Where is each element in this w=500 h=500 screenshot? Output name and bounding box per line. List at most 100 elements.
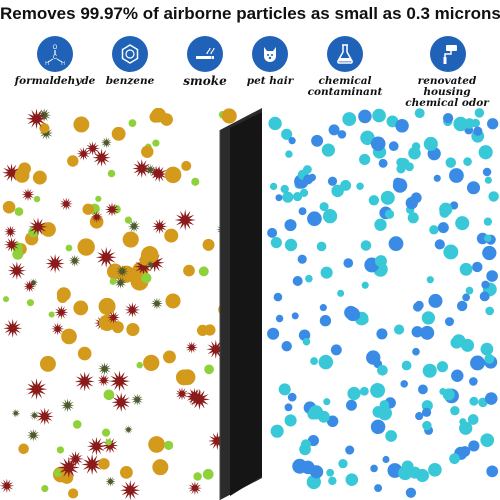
bacteria-particle — [0, 478, 15, 493]
mold-particle — [98, 362, 112, 376]
clean-air-particle — [478, 145, 493, 160]
clean-air-particle — [284, 238, 298, 252]
clean-air-particle — [375, 255, 387, 268]
clean-air-particle — [360, 130, 375, 145]
clean-air-particle — [345, 473, 359, 486]
clean-air-particle — [483, 217, 492, 226]
mold-particle — [11, 408, 21, 418]
clean-air-particle — [378, 158, 388, 168]
bacteria-particle — [59, 197, 73, 211]
pollen-particle — [128, 119, 137, 128]
clean-air-particle — [338, 459, 348, 469]
clean-air-particle — [328, 476, 337, 486]
clean-air-particle — [484, 234, 492, 242]
svg-text:C: C — [53, 55, 58, 61]
clean-air-particle — [433, 174, 441, 182]
clean-air-particle — [414, 108, 425, 119]
filtration-illustration — [0, 108, 499, 500]
bacteria-particle — [187, 481, 202, 496]
clean-air-particle — [284, 403, 293, 412]
clean-air-particle — [340, 179, 352, 191]
clean-air-particle — [306, 474, 321, 490]
chemical-contaminant-item: chemical contaminant — [300, 36, 390, 98]
mold-particle — [100, 137, 112, 149]
pollen-particle — [107, 169, 116, 178]
clean-air-particle — [292, 276, 303, 286]
pollen-particle — [124, 216, 132, 224]
clean-air-particle — [284, 414, 297, 427]
pollen-particle — [141, 272, 152, 284]
clean-air-particle — [469, 377, 478, 386]
clean-air-particle — [318, 354, 334, 370]
clean-air-particle — [485, 306, 495, 316]
clean-air-particle — [484, 392, 498, 405]
clean-air-particle — [298, 207, 307, 216]
dust-particle — [39, 123, 50, 134]
clean-air-particle — [468, 440, 480, 452]
dust-particle — [18, 443, 29, 455]
mold-particle — [116, 264, 129, 278]
clean-air-particle — [463, 157, 472, 166]
mold-particle — [127, 220, 141, 233]
pet-hair-label: pet hair — [246, 75, 294, 87]
clean-air-particle — [437, 222, 449, 234]
bacteria-particle — [124, 302, 141, 318]
clean-air-particle — [411, 142, 421, 151]
bacteria-particle — [85, 141, 100, 156]
bacteria-particle — [149, 165, 164, 180]
dust-particle — [57, 292, 69, 304]
clean-air-particle — [439, 207, 450, 218]
bacteria-particle — [86, 436, 106, 456]
clean-air-particle — [464, 118, 475, 129]
clean-air-particle — [395, 119, 409, 133]
dust-particle — [77, 346, 92, 361]
clean-air-particle — [385, 430, 398, 442]
clean-air-particle — [298, 329, 311, 341]
clean-air-particle — [280, 184, 289, 194]
bacteria-particle — [187, 389, 206, 407]
clean-air-particle — [319, 304, 327, 312]
pollen-particle — [193, 472, 202, 481]
pet-hair-item: pet hair — [225, 36, 315, 87]
pollen-particle — [163, 440, 174, 451]
clean-air-particle — [275, 314, 284, 323]
clean-air-particle — [356, 182, 364, 191]
bacteria-particle — [92, 148, 111, 167]
clean-air-particle — [327, 176, 338, 186]
dust-particle — [73, 116, 90, 133]
clean-air-particle — [342, 112, 357, 126]
clean-air-particle — [320, 266, 333, 279]
dust-particle — [163, 350, 176, 364]
headline: Removes 99.97% of airborne particles as … — [0, 4, 500, 23]
dust-particle — [82, 203, 94, 215]
bacteria-particle — [26, 108, 47, 130]
clean-air-particle — [285, 150, 293, 158]
clean-air-particle — [301, 460, 315, 475]
mold-particle — [37, 108, 52, 123]
bacteria-particle — [107, 311, 120, 324]
clean-air-particle — [330, 344, 342, 356]
clean-air-particle — [398, 466, 413, 481]
benzene-icon — [112, 36, 148, 72]
clean-air-particle — [414, 300, 424, 310]
clean-air-particle — [370, 136, 386, 152]
smoke-item: smoke — [160, 36, 250, 87]
clean-air-particle — [323, 398, 331, 406]
bacteria-particle — [67, 450, 84, 467]
pollen-particle — [48, 311, 55, 318]
renovated-housing-label: renovated housing chemical odor — [405, 75, 489, 109]
bacteria-particle — [7, 261, 27, 280]
dust-particle — [141, 145, 154, 159]
clean-air-particle — [343, 258, 354, 268]
clean-air-particle — [377, 364, 388, 376]
clean-air-particle — [302, 337, 311, 346]
clean-air-particle — [400, 380, 408, 388]
dust-particle — [98, 297, 116, 315]
clean-air-particle — [275, 194, 283, 202]
clean-air-particle — [311, 134, 324, 147]
bacteria-particle — [28, 217, 48, 237]
clean-air-particle — [429, 225, 439, 235]
dust-particle — [122, 231, 139, 248]
clean-air-particle — [486, 465, 499, 478]
